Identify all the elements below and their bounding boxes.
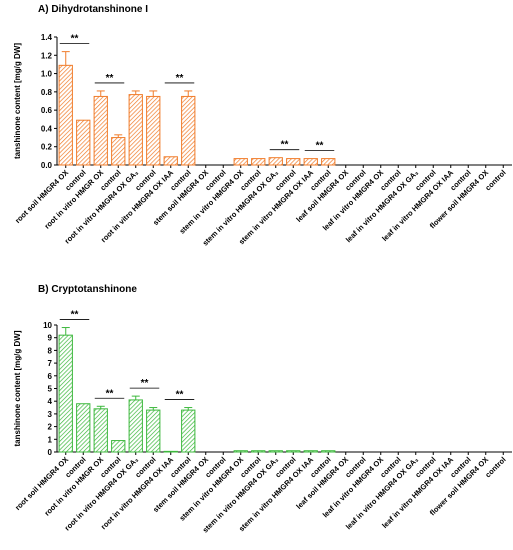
bar (93, 408, 108, 453)
significance-label: ** (71, 310, 79, 321)
error-bar (61, 327, 70, 336)
y-tick-label: 1.4 (41, 33, 53, 42)
bar (303, 450, 318, 453)
bar (251, 450, 266, 453)
error-bar (184, 90, 193, 97)
bar (146, 409, 161, 453)
bar (321, 158, 336, 166)
y-tick-label: 5 (48, 385, 53, 394)
error-bar (184, 407, 193, 411)
bar (181, 95, 196, 166)
error-bar (96, 405, 105, 409)
bar (128, 94, 143, 166)
y-tick-label: 1 (48, 435, 53, 444)
significance-label: ** (176, 73, 184, 84)
y-tick-label: 10 (43, 321, 52, 330)
bar (286, 450, 301, 453)
y-tick-label: 0.2 (41, 143, 53, 152)
bar (76, 119, 91, 166)
y-axis-title: tanshinone content [mg/g DW] (13, 330, 22, 446)
y-tick-label: 7 (48, 359, 53, 368)
y-tick-label: 0.4 (41, 124, 53, 133)
chart-title: B) Cryptotanshinone (38, 284, 137, 295)
bar (163, 450, 178, 453)
y-tick-label: 0.8 (41, 88, 53, 97)
bar (111, 137, 126, 166)
y-tick-label: 0.6 (41, 106, 53, 115)
bar (303, 158, 318, 166)
error-bar (149, 407, 158, 411)
bar (233, 158, 248, 166)
significance-label: ** (316, 141, 324, 152)
y-tick-label: 0 (48, 448, 53, 457)
bar (233, 450, 248, 453)
y-tick-label: 1.2 (41, 51, 53, 60)
error-bar (131, 395, 140, 400)
y-tick-label: 9 (48, 334, 53, 343)
significance-label: ** (281, 140, 289, 151)
bar (181, 409, 196, 453)
bar (251, 158, 266, 166)
bar (58, 64, 73, 166)
bar (146, 95, 161, 166)
bar (268, 450, 283, 453)
error-bar (149, 90, 158, 97)
bar (321, 450, 336, 453)
significance-label: ** (176, 390, 184, 401)
bar (76, 403, 91, 453)
bar (128, 399, 143, 453)
significance-label: ** (106, 388, 114, 399)
y-axis-title: tanshinone content [mg/g DW] (13, 43, 22, 159)
y-tick-label: 6 (48, 372, 53, 381)
error-bar (131, 90, 140, 95)
error-bar (61, 51, 70, 66)
bar (163, 156, 178, 166)
y-tick-label: 1.0 (41, 70, 53, 79)
y-tick-label: 0.0 (41, 161, 53, 170)
error-bar (114, 134, 123, 138)
bar (58, 334, 73, 453)
significance-label: ** (71, 34, 79, 45)
y-tick-label: 3 (48, 410, 53, 419)
error-bar (96, 90, 105, 97)
significance-label: ** (106, 73, 114, 84)
bar (93, 95, 108, 166)
y-tick-label: 8 (48, 346, 53, 355)
bar (268, 157, 283, 166)
y-tick-label: 4 (48, 397, 53, 406)
chart-title: A) Dihydrotanshinone I (38, 4, 148, 15)
bar (286, 158, 301, 166)
y-tick-label: 2 (48, 423, 53, 432)
bar (111, 440, 126, 453)
significance-label: ** (141, 378, 149, 389)
